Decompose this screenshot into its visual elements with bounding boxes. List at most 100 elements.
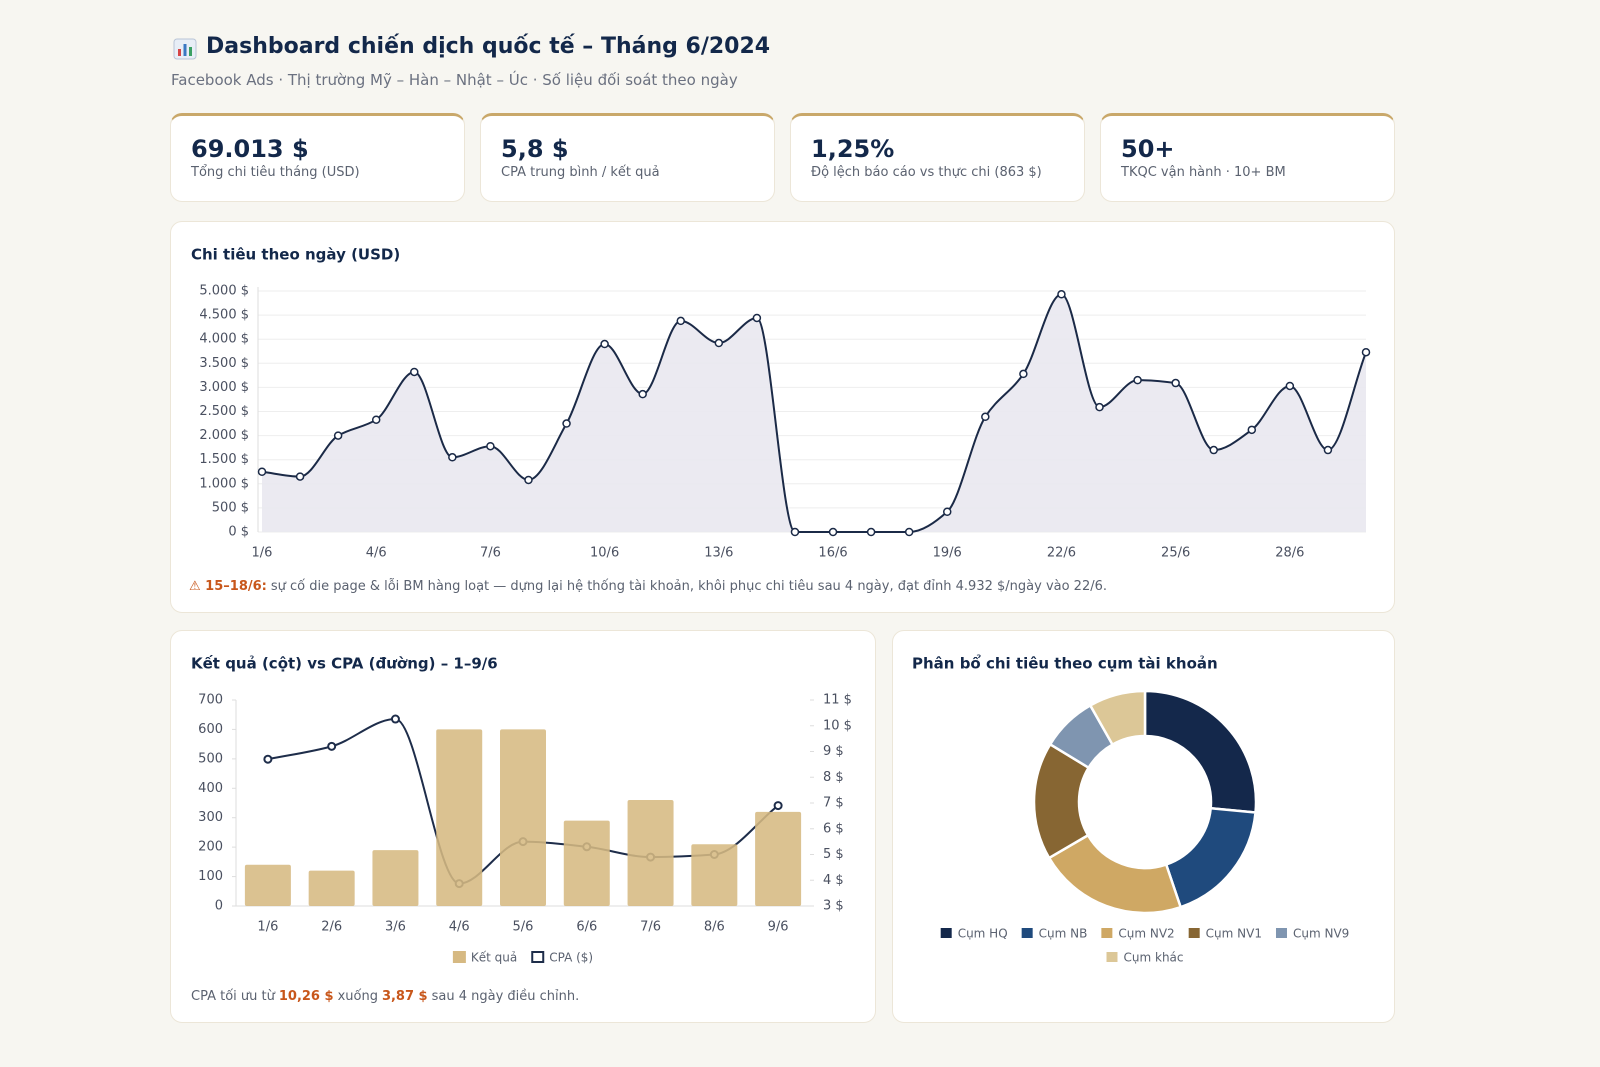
kpi-value: 50+ xyxy=(1121,135,1175,163)
kpi-value: 1,25% xyxy=(811,135,895,163)
legend-swatch xyxy=(1188,928,1200,938)
y-tick-label: 500 xyxy=(198,751,223,766)
point xyxy=(866,527,876,537)
legend-swatch xyxy=(940,928,952,938)
point xyxy=(1171,378,1180,388)
x-tick-label: 7/6 xyxy=(480,546,501,561)
point xyxy=(828,527,838,537)
y-tick-label: 3.000 $ xyxy=(199,380,249,395)
point xyxy=(562,419,571,428)
point xyxy=(257,467,267,476)
bar xyxy=(691,844,738,906)
y2-tick-label: 10 $ xyxy=(823,718,852,733)
x-tick-label: 5/6 xyxy=(513,920,534,935)
legend-swatch xyxy=(1101,928,1113,938)
note-text: xuống xyxy=(338,989,378,1004)
point xyxy=(410,367,419,377)
y-tick-label: 1.500 $ xyxy=(199,452,249,467)
legend-swatch xyxy=(1021,928,1033,938)
x-tick-label: 4/6 xyxy=(449,920,470,935)
y-tick-label: 300 xyxy=(198,810,223,825)
point xyxy=(981,412,990,422)
point xyxy=(486,441,495,451)
y-tick-label: 700 xyxy=(198,693,223,708)
chart-title: Kết quả (cột) vs CPA (đường) – 1–9/6 xyxy=(191,654,498,673)
area xyxy=(262,294,1366,532)
bar xyxy=(244,864,291,906)
x-tick-label: 16/6 xyxy=(818,546,847,561)
x-tick-label: 13/6 xyxy=(704,546,733,561)
point xyxy=(600,339,609,349)
y-tick-label: 1.000 $ xyxy=(199,476,249,491)
x-tick-label: 1/6 xyxy=(257,920,278,935)
point xyxy=(1285,381,1295,391)
legend-row: Cụm khác xyxy=(1106,951,1184,965)
x-tick-label: 25/6 xyxy=(1161,546,1190,561)
x-tick-label: 6/6 xyxy=(576,920,597,935)
kpi-value: 69.013 $ xyxy=(191,135,309,163)
y2-tick-label: 4 $ xyxy=(823,873,844,888)
x-tick-label: 10/6 xyxy=(590,546,619,561)
legend: Kết quả CPA ($) xyxy=(452,951,593,965)
page-subtitle: Facebook Ads · Thị trường Mỹ – Hàn – Nhậ… xyxy=(171,71,738,89)
chart-title: Chi tiêu theo ngày (USD) xyxy=(191,246,400,264)
point xyxy=(333,431,343,440)
point xyxy=(904,527,914,537)
kpi-label: Độ lệch báo cáo vs thực chi (863 $) xyxy=(811,165,1042,180)
kpi-label: TKQC vận hành · 10+ BM xyxy=(1121,165,1286,180)
y-tick-label: 200 xyxy=(198,840,223,855)
point xyxy=(1019,369,1028,379)
point xyxy=(1133,375,1142,385)
x-tick-label: 2/6 xyxy=(321,920,342,935)
point xyxy=(676,316,686,326)
y-tick-label: 4.000 $ xyxy=(199,332,249,347)
legend-row: Cụm HQ Cụm NB Cụm NV2 Cụm NV1 Cụm NV9 xyxy=(940,927,1349,941)
kpi-value: 5,8 $ xyxy=(501,135,569,163)
x-tick-label: 8/6 xyxy=(704,920,725,935)
point xyxy=(524,475,533,485)
point xyxy=(371,415,381,424)
y-tick-label: 600 xyxy=(198,722,223,737)
kpi-card: 69.013 $ Tổng chi tiêu tháng (USD) xyxy=(170,113,465,202)
point xyxy=(773,801,783,811)
slice xyxy=(1088,689,1147,747)
kpi-label: Tổng chi tiêu tháng (USD) xyxy=(191,165,360,180)
x-tick-label: 4/6 xyxy=(366,546,387,561)
y-tick-label: 4.500 $ xyxy=(199,308,249,323)
point xyxy=(263,754,273,764)
legend-label: Cụm HQ xyxy=(958,927,1008,941)
x-tick-label: 28/6 xyxy=(1275,546,1304,561)
legend-label: Cụm NB xyxy=(1039,927,1088,941)
y2-tick-label: 3 $ xyxy=(823,899,844,914)
point xyxy=(1057,290,1066,299)
bar xyxy=(755,811,802,906)
annotation: ⚠ 15–18/6: sự cố die page & lỗi BM hàng l… xyxy=(189,579,1107,594)
point xyxy=(1209,445,1218,455)
point xyxy=(752,313,762,323)
note-text: CPA tối ưu từ xyxy=(191,989,276,1004)
note-text: sau 4 ngày điều chỉnh. xyxy=(432,989,580,1004)
bar xyxy=(500,729,546,906)
legend-label: Cụm NV1 xyxy=(1206,927,1262,941)
y-tick-label: 5.000 $ xyxy=(199,284,249,299)
page-title: Dashboard chiến dịch quốc tế – Tháng 6/2… xyxy=(206,34,771,59)
y-tick-label: 2.500 $ xyxy=(199,404,249,419)
x-tick-label: 1/6 xyxy=(252,546,273,561)
note-highlight: 3,87 $ xyxy=(382,989,428,1004)
legend-item: Kết quả xyxy=(452,951,517,965)
bar xyxy=(627,800,674,906)
note-highlight: 10,26 $ xyxy=(279,989,334,1004)
point xyxy=(1323,445,1333,455)
bar xyxy=(372,850,419,906)
y2-tick-label: 5 $ xyxy=(823,847,844,862)
x-tick-label: 19/6 xyxy=(933,546,962,561)
x-tick-label: 9/6 xyxy=(768,920,789,935)
point xyxy=(942,507,952,517)
x-tick-label: 3/6 xyxy=(385,920,406,935)
bar xyxy=(436,729,483,906)
y2-tick-label: 9 $ xyxy=(823,744,844,759)
point xyxy=(638,389,647,399)
legend-swatch xyxy=(452,951,466,963)
